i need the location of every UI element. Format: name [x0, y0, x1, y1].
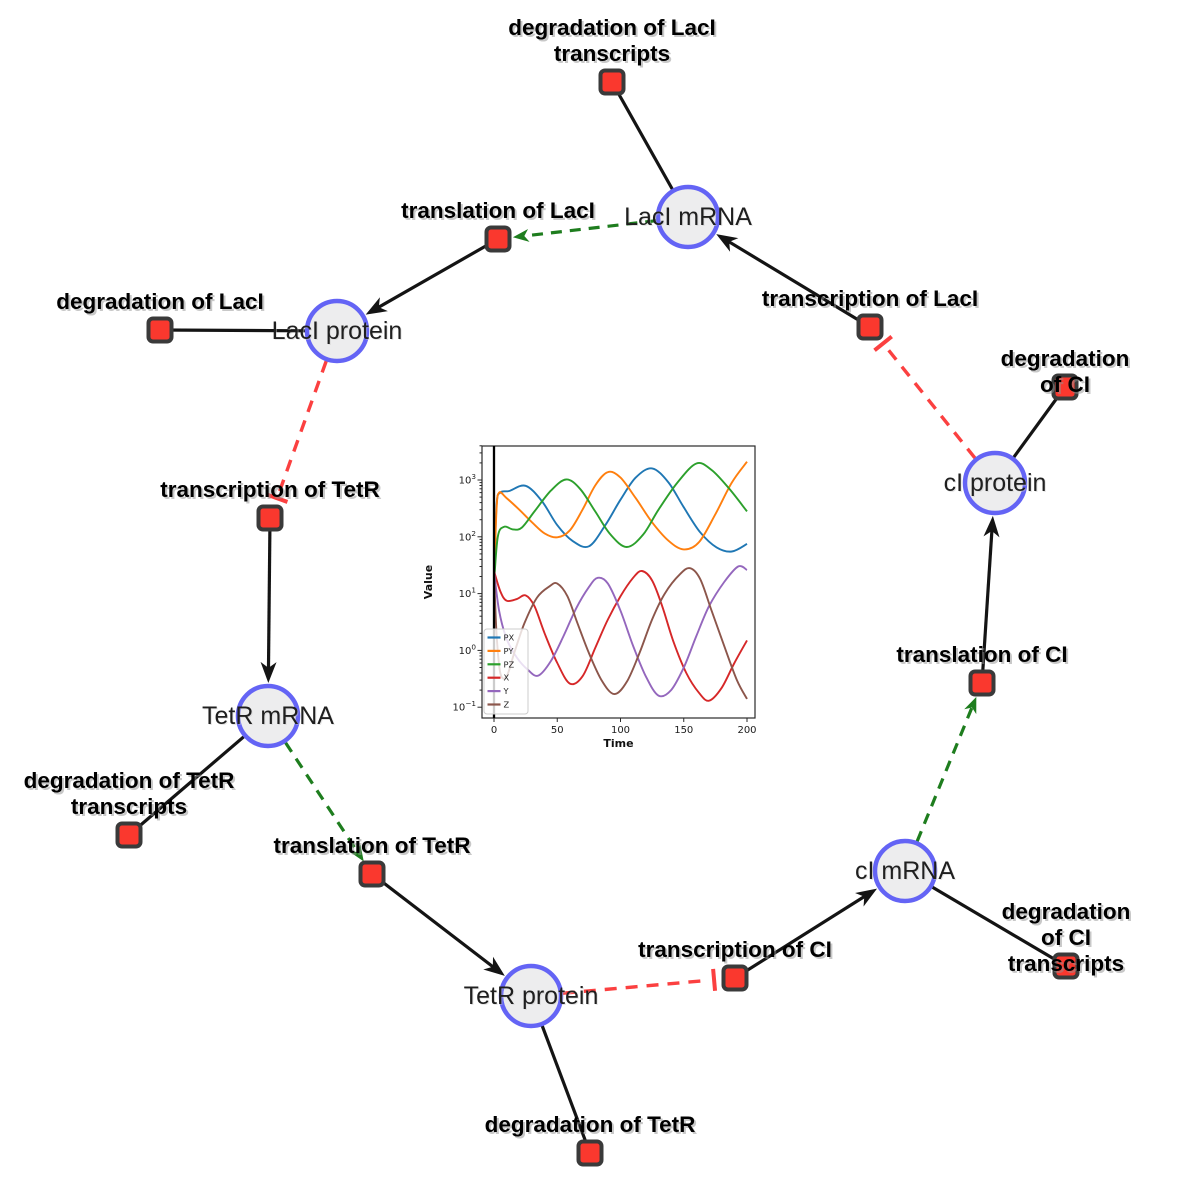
reaction-label-degradation-of-tetr: degradation of TetR	[484, 1112, 696, 1137]
edge-inhibition-laci-protein-to-tx-tetr	[266, 360, 328, 504]
inhibition-tbar	[873, 334, 893, 352]
edge-modifier-laci-mrna-to-tl-laci	[512, 219, 657, 242]
chart-xlabel: Time	[603, 737, 633, 750]
species-node-ci-mrna[interactable]	[872, 838, 938, 904]
reaction-node-translation-of-tetr[interactable]	[358, 860, 386, 888]
reaction-label-translation-of-ci: translation of CI	[896, 642, 1068, 667]
species-label-tetr-protein: TetR protein	[463, 981, 599, 1010]
edge-modifier-tetr-mrna-to-tl-tetr	[284, 741, 364, 862]
edge-production-tl-ci-to-ci-protein	[980, 515, 1000, 684]
series-line-pz	[493, 462, 748, 584]
species-label-ci-protein: cI protein	[943, 468, 1047, 497]
edge-consumption-laci-protein-to-deg-laci	[159, 328, 306, 333]
species-node-laci-mrna[interactable]	[655, 184, 721, 250]
species-label-ci-mrna: cI mRNA	[855, 856, 955, 885]
reaction-label-degradation-of-laci-transcripts: degradation of LacI transcripts	[508, 15, 716, 66]
svg-text:103: 103	[459, 472, 477, 487]
svg-text:PY: PY	[504, 646, 515, 656]
modifier-arrowhead	[964, 696, 977, 715]
reaction-label-degradation-of-tetr-transcripts: degradation of TetR transcripts	[23, 768, 235, 819]
species-node-laci-protein[interactable]	[304, 298, 370, 364]
reaction-node-degradation-of-laci-transcripts[interactable]	[598, 68, 626, 96]
svg-text:50: 50	[551, 725, 564, 736]
production-arrowhead	[855, 888, 878, 907]
production-arrowhead	[260, 661, 277, 684]
svg-text:10−1: 10−1	[453, 699, 477, 714]
series-line-x	[493, 570, 748, 702]
reaction-label-degradation-of-laci: degradation of LacI	[56, 289, 264, 314]
reaction-label-translation-of-tetr: translation of TetR	[273, 833, 471, 858]
reaction-node-degradation-of-tetr-transcripts[interactable]	[115, 821, 143, 849]
species-node-ci-protein[interactable]	[962, 450, 1028, 516]
species-node-tetr-mrna[interactable]	[235, 683, 301, 749]
edge-consumption-ci-mrna-to-deg-ci-tx	[931, 885, 1067, 968]
edge-consumption-tetr-mrna-to-deg-tetr-tx	[127, 735, 245, 837]
chart-series	[493, 461, 748, 702]
svg-text:150: 150	[674, 725, 693, 736]
series-line-y	[493, 565, 748, 698]
svg-text:PX: PX	[504, 633, 515, 643]
edges-layer	[127, 81, 1067, 1154]
species-node-tetr-protein[interactable]	[498, 963, 564, 1029]
species-label-tetr-mrna: TetR mRNA	[202, 701, 334, 730]
edge-production-tx-laci-to-laci-mrna	[716, 234, 871, 329]
svg-text:102: 102	[459, 529, 476, 544]
svg-text:200: 200	[737, 725, 756, 736]
reaction-node-translation-of-ci[interactable]	[968, 669, 996, 697]
edge-production-tl-tetr-to-tetr-protein	[371, 872, 505, 976]
inhibition-tbar	[711, 968, 718, 991]
inhibition-tbar	[266, 492, 289, 504]
edge-inhibition-ci-protein-to-tx-laci	[873, 334, 977, 460]
edge-consumption-tetr-protein-to-deg-tetr	[540, 1025, 592, 1154]
series-line-z	[493, 567, 748, 700]
svg-text:0: 0	[491, 725, 497, 736]
reaction-label-translation-of-laci: translation of LacI	[401, 198, 595, 223]
reaction-node-degradation-of-ci-transcripts[interactable]	[1052, 952, 1080, 980]
reaction-label-transcription-of-ci: transcription of CI	[638, 937, 832, 962]
edge-inhibition-tetr-protein-to-tx-ci	[562, 968, 718, 995]
reaction-node-translation-of-laci[interactable]	[484, 225, 512, 253]
svg-text:Z: Z	[504, 700, 510, 710]
svg-text:X: X	[504, 673, 510, 683]
modifier-arrowhead	[512, 228, 530, 242]
chart-axes-box	[481, 445, 756, 719]
reaction-label-transcription-of-laci: transcription of LacI	[761, 286, 979, 311]
species-label-laci-protein: LacI protein	[271, 316, 403, 345]
edge-production-tx-tetr-to-tetr-mrna	[260, 517, 277, 684]
series-line-py	[493, 461, 748, 584]
species-label-laci-mrna: LacI mRNA	[624, 202, 752, 231]
reaction-label-degradation-of-ci-transcripts: degradation of CI transcripts	[1001, 899, 1131, 976]
production-arrowhead	[365, 297, 388, 315]
edge-production-tl-laci-to-laci-protein	[365, 237, 499, 315]
edge-production-tx-ci-to-ci-mrna	[734, 888, 878, 980]
series-line-px	[493, 467, 748, 584]
edge-modifier-ci-mrna-to-tl-ci	[915, 696, 977, 842]
production-arrowhead	[983, 515, 1000, 538]
reaction-node-transcription-of-ci[interactable]	[721, 964, 749, 992]
modifier-arrowhead	[349, 844, 364, 862]
production-arrowhead	[483, 956, 505, 976]
svg-text:PZ: PZ	[504, 659, 515, 669]
reaction-node-degradation-of-laci[interactable]	[146, 316, 174, 344]
reaction-node-transcription-of-tetr[interactable]	[256, 504, 284, 532]
reaction-node-transcription-of-laci[interactable]	[856, 313, 884, 341]
chart-ylabel: Value	[422, 565, 435, 599]
chart-tick-labels: 0 50 100 150 200 103 102 101 100 10−1	[453, 472, 757, 736]
svg-text:Y: Y	[503, 686, 510, 696]
nodes-layer	[115, 68, 1080, 1167]
edge-consumption-laci-mrna-to-deg-laci-tx	[610, 81, 674, 190]
svg-text:100: 100	[459, 642, 477, 657]
reaction-label-transcription-of-tetr: transcription of TetR	[160, 477, 380, 502]
reaction-label-degradation-of-ci: degradation of CI	[1000, 346, 1130, 397]
reaction-node-degradation-of-tetr[interactable]	[576, 1139, 604, 1167]
reaction-node-degradation-of-ci[interactable]	[1051, 373, 1079, 401]
production-arrowhead	[716, 234, 739, 252]
svg-text:101: 101	[459, 586, 476, 601]
svg-text:100: 100	[611, 725, 630, 736]
inset-chart: 0 50 100 150 20010310210110010−1TimeValuePXP…	[422, 445, 757, 750]
chart-legend: PX PY PZ XYZ	[483, 628, 529, 715]
